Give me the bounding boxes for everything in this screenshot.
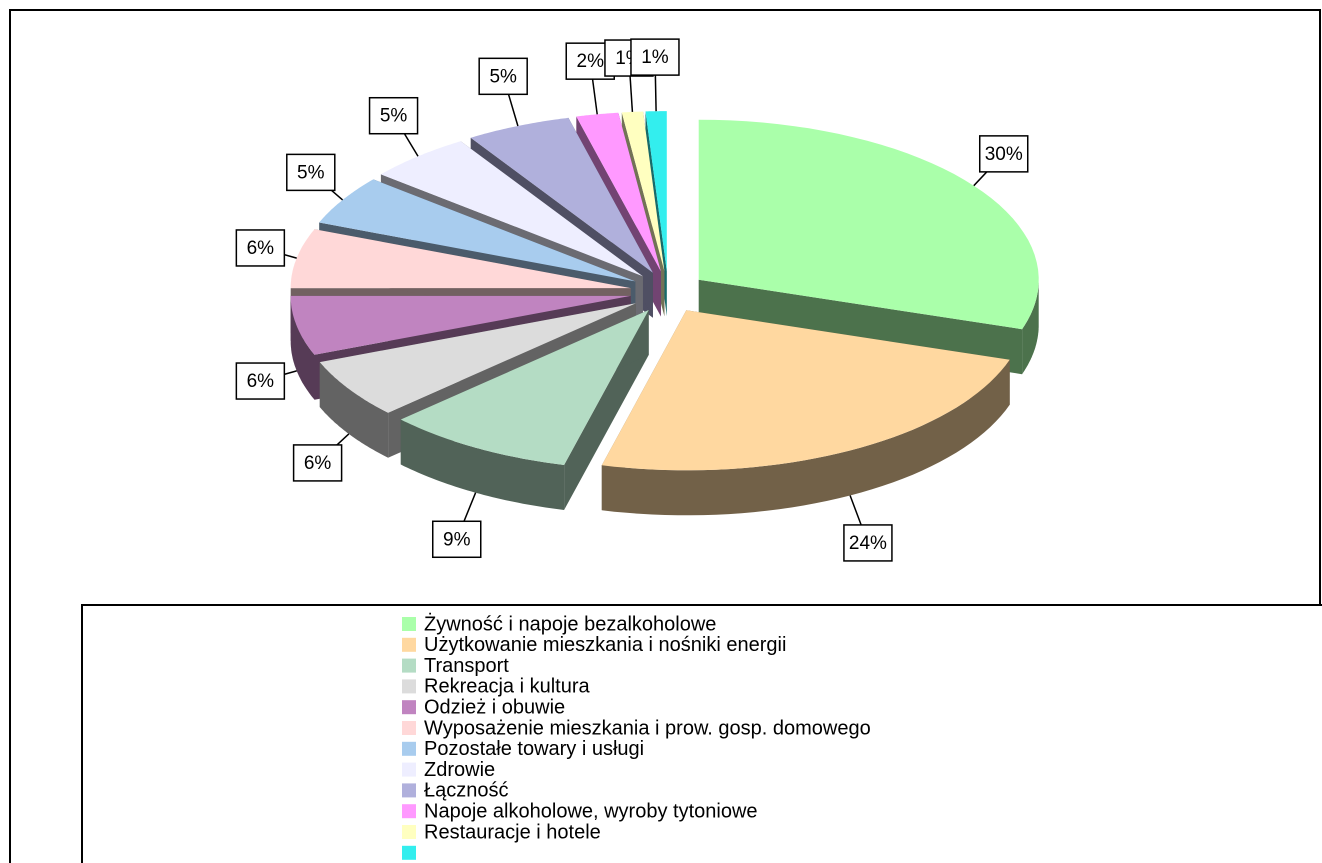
legend-swatch — [402, 658, 416, 673]
data-label: 1% — [641, 47, 669, 68]
legend-swatch — [402, 762, 416, 777]
data-label-box — [630, 38, 680, 76]
legend-label: Rekreacja i kultura — [424, 676, 591, 698]
legend-swatch — [402, 804, 416, 819]
legend-swatch — [402, 637, 416, 652]
slice — [380, 141, 643, 277]
legend-label: Żywność i napoje bezalkoholowe — [424, 612, 716, 635]
legend-label: Łączność — [424, 780, 509, 802]
data-label: 5% — [489, 66, 517, 87]
legend-swatch — [402, 845, 416, 860]
data-label-box — [368, 96, 419, 135]
legend-swatch — [402, 679, 416, 694]
data-label: 2% — [577, 51, 605, 72]
legend-swatch — [402, 700, 416, 715]
legend-label: Pozostałe towary i usługi — [424, 738, 644, 760]
legend-label: Restauracje i hotele — [424, 821, 601, 843]
slice — [645, 111, 667, 272]
data-label: 6% — [304, 453, 332, 474]
slice — [621, 111, 665, 272]
slice-wall — [290, 295, 315, 400]
slice-wall — [319, 362, 389, 458]
data-label: 6% — [247, 371, 275, 392]
slice — [576, 112, 661, 272]
data-label-box — [286, 153, 336, 192]
data-label-box — [235, 229, 286, 267]
slice — [470, 117, 653, 273]
legend-swatch — [402, 617, 416, 631]
legend-label: Odzież i obuwie — [424, 696, 565, 718]
slice-wall — [400, 419, 565, 510]
slice — [290, 295, 631, 355]
data-label: 24% — [849, 533, 887, 554]
legend-swatch — [402, 825, 416, 839]
data-label: 5% — [297, 162, 325, 183]
data-label-box — [478, 57, 528, 96]
data-label: 5% — [380, 106, 408, 127]
legend-label: Transport — [424, 655, 509, 677]
legend-swatch — [402, 783, 416, 798]
legend-swatch — [402, 721, 416, 735]
slice — [290, 229, 631, 289]
legend-box — [81, 604, 1322, 863]
data-label-box — [843, 524, 893, 562]
slice — [601, 310, 1010, 471]
data-label-box — [292, 444, 343, 482]
data-label-box — [431, 520, 482, 559]
pie: 30%24%9%6%6%6%5%5%5%2% 1%1% — [235, 38, 1039, 562]
slice-wall — [1022, 279, 1039, 375]
legend-label: Zdrowie — [424, 759, 495, 781]
slice — [698, 119, 1039, 330]
legend-label: Napoje alkoholowe, wyroby tytoniowe — [424, 800, 758, 822]
data-label: 30% — [985, 144, 1023, 165]
legend-label: Użytkowanie mieszkania i nośniki energii — [424, 634, 786, 656]
legend: Żywność i napoje bezalkoholoweUżytkowani… — [402, 612, 871, 860]
data-label-box — [978, 135, 1029, 173]
legend-label: Wyposażenie mieszkania i prow. gosp. dom… — [424, 717, 871, 739]
data-label: 6% — [247, 238, 275, 259]
slice — [400, 310, 649, 465]
data-label: 9% — [443, 529, 471, 550]
slice-wall — [601, 359, 1010, 516]
legend-swatch — [402, 741, 416, 756]
slice — [319, 303, 636, 413]
data-label-box — [235, 362, 286, 400]
slice — [319, 179, 636, 282]
